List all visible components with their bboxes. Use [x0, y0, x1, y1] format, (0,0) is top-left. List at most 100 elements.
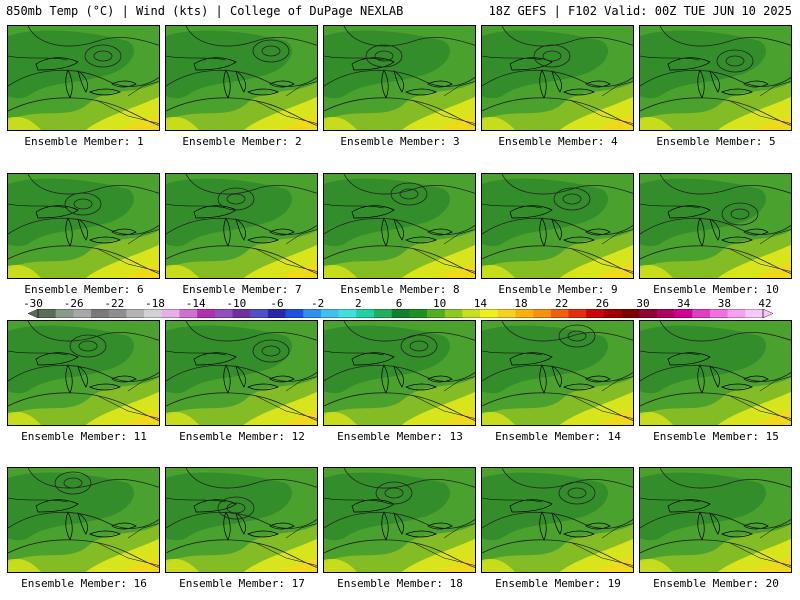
colorbar-swatch	[356, 309, 375, 318]
ensemble-map-panel	[165, 320, 318, 426]
colorbar-tick-label: 18	[514, 297, 528, 310]
map-title: 850mb Temp (°C) | Wind (kts) | College o…	[6, 4, 404, 18]
colorbar-tick-label: -2	[311, 297, 325, 310]
colorbar-swatch	[73, 309, 92, 318]
colorbar-swatch	[285, 309, 304, 318]
colorbar-swatch	[409, 309, 428, 318]
colorbar-swatch	[373, 309, 392, 318]
ensemble-map-panel	[7, 25, 160, 131]
ensemble-member-label: Ensemble Member: 19	[495, 577, 621, 590]
ensemble-map-panel	[639, 320, 792, 426]
colorbar-swatch	[515, 309, 534, 318]
colorbar-tick-label: -14	[185, 297, 206, 310]
colorbar-tick-label: -30	[23, 297, 43, 310]
colorbar-swatch	[727, 309, 746, 318]
colorbar-tick-label: 34	[677, 297, 691, 310]
colorbar-left-arrow	[28, 309, 39, 318]
colorbar-swatch	[391, 309, 410, 318]
colorbar-tick-label: 22	[555, 297, 569, 310]
colorbar-swatch	[621, 309, 640, 318]
temperature-colorbar	[28, 309, 773, 318]
ensemble-member-label: Ensemble Member: 4	[498, 135, 618, 148]
colorbar-swatch	[568, 309, 587, 318]
ensemble-map-panel	[323, 467, 476, 573]
ensemble-map-panel	[323, 320, 476, 426]
ensemble-map-panel	[481, 320, 634, 426]
colorbar-tick-label: 14	[473, 297, 487, 310]
ensemble-map-panel	[7, 467, 160, 573]
ensemble-map-panel	[481, 173, 634, 279]
colorbar-swatch	[639, 309, 658, 318]
ensemble-map-panel	[165, 467, 318, 573]
ensemble-member-label: Ensemble Member: 12	[179, 430, 305, 443]
colorbar-tick-label: 38	[717, 297, 731, 310]
colorbar-swatch	[250, 309, 269, 318]
colorbar-tick-label: -18	[145, 297, 165, 310]
colorbar-swatch	[709, 309, 728, 318]
colorbar-swatch	[161, 309, 180, 318]
ensemble-member-label: Ensemble Member: 18	[337, 577, 463, 590]
ensemble-member-label: Ensemble Member: 8	[340, 283, 460, 296]
ensemble-member-label: Ensemble Member: 11	[21, 430, 147, 443]
ensemble-map-panel	[639, 173, 792, 279]
valid-time: 18Z GEFS | F102 Valid: 00Z TUE JUN 10 20…	[488, 4, 792, 18]
ensemble-member-label: Ensemble Member: 13	[337, 430, 463, 443]
colorbar-swatch	[214, 309, 233, 318]
colorbar-swatch	[197, 309, 216, 318]
colorbar-swatch	[444, 309, 463, 318]
colorbar-tick-label: 26	[595, 297, 609, 310]
colorbar-swatch	[586, 309, 605, 318]
ensemble-map-panel	[481, 25, 634, 131]
colorbar-swatch	[533, 309, 552, 318]
ensemble-map-panel	[481, 467, 634, 573]
colorbar-tick-label: 42	[758, 297, 772, 310]
ensemble-member-label: Ensemble Member: 14	[495, 430, 621, 443]
ensemble-member-label: Ensemble Member: 6	[24, 283, 144, 296]
colorbar-tick-label: -6	[270, 297, 284, 310]
colorbar-swatch	[745, 309, 764, 318]
colorbar-swatch	[232, 309, 251, 318]
colorbar-swatch	[267, 309, 286, 318]
colorbar-swatch	[603, 309, 622, 318]
ensemble-map-panel	[165, 173, 318, 279]
colorbar-swatch	[144, 309, 163, 318]
colorbar-tick-label: 10	[433, 297, 447, 310]
ensemble-map-panel	[165, 25, 318, 131]
ensemble-member-label: Ensemble Member: 20	[653, 577, 779, 590]
colorbar-swatch	[550, 309, 569, 318]
ensemble-member-label: Ensemble Member: 10	[653, 283, 779, 296]
colorbar-tick-label: -26	[63, 297, 84, 310]
colorbar-swatch	[55, 309, 74, 318]
ensemble-member-label: Ensemble Member: 7	[182, 283, 302, 296]
ensemble-member-label: Ensemble Member: 1	[24, 135, 144, 148]
colorbar-swatch	[38, 309, 56, 318]
ensemble-map-panel	[323, 25, 476, 131]
ensemble-map-panel	[323, 173, 476, 279]
colorbar-swatch	[692, 309, 711, 318]
ensemble-member-label: Ensemble Member: 2	[182, 135, 302, 148]
ensemble-map-panel	[7, 320, 160, 426]
ensemble-map-panel	[639, 467, 792, 573]
colorbar-swatch	[303, 309, 322, 318]
colorbar-tick-label: -10	[226, 297, 247, 310]
colorbar-right-arrow	[762, 309, 773, 318]
ensemble-member-label: Ensemble Member: 5	[656, 135, 776, 148]
colorbar-swatch	[338, 309, 357, 318]
colorbar-swatch	[480, 309, 499, 318]
colorbar-swatch	[462, 309, 481, 318]
ensemble-member-label: Ensemble Member: 16	[21, 577, 147, 590]
ensemble-map-panel	[639, 25, 792, 131]
ensemble-member-label: Ensemble Member: 15	[653, 430, 779, 443]
colorbar-tick-label: 2	[355, 297, 362, 310]
ensemble-member-label: Ensemble Member: 9	[498, 283, 618, 296]
colorbar-labels: -30 -26 -22 -18 -14 -10 -6 -2 2 6 10 14 18 22 26 30 34 38…	[0, 297, 800, 310]
colorbar-swatch	[427, 309, 446, 318]
ensemble-member-label: Ensemble Member: 3	[340, 135, 460, 148]
colorbar-swatch	[108, 309, 127, 318]
colorbar-tick-label: 6	[395, 297, 403, 310]
ensemble-map-panel	[7, 173, 160, 279]
colorbar-swatch	[91, 309, 110, 318]
colorbar-swatch	[497, 309, 516, 318]
colorbar-swatch	[674, 309, 693, 318]
colorbar-swatch	[656, 309, 675, 318]
